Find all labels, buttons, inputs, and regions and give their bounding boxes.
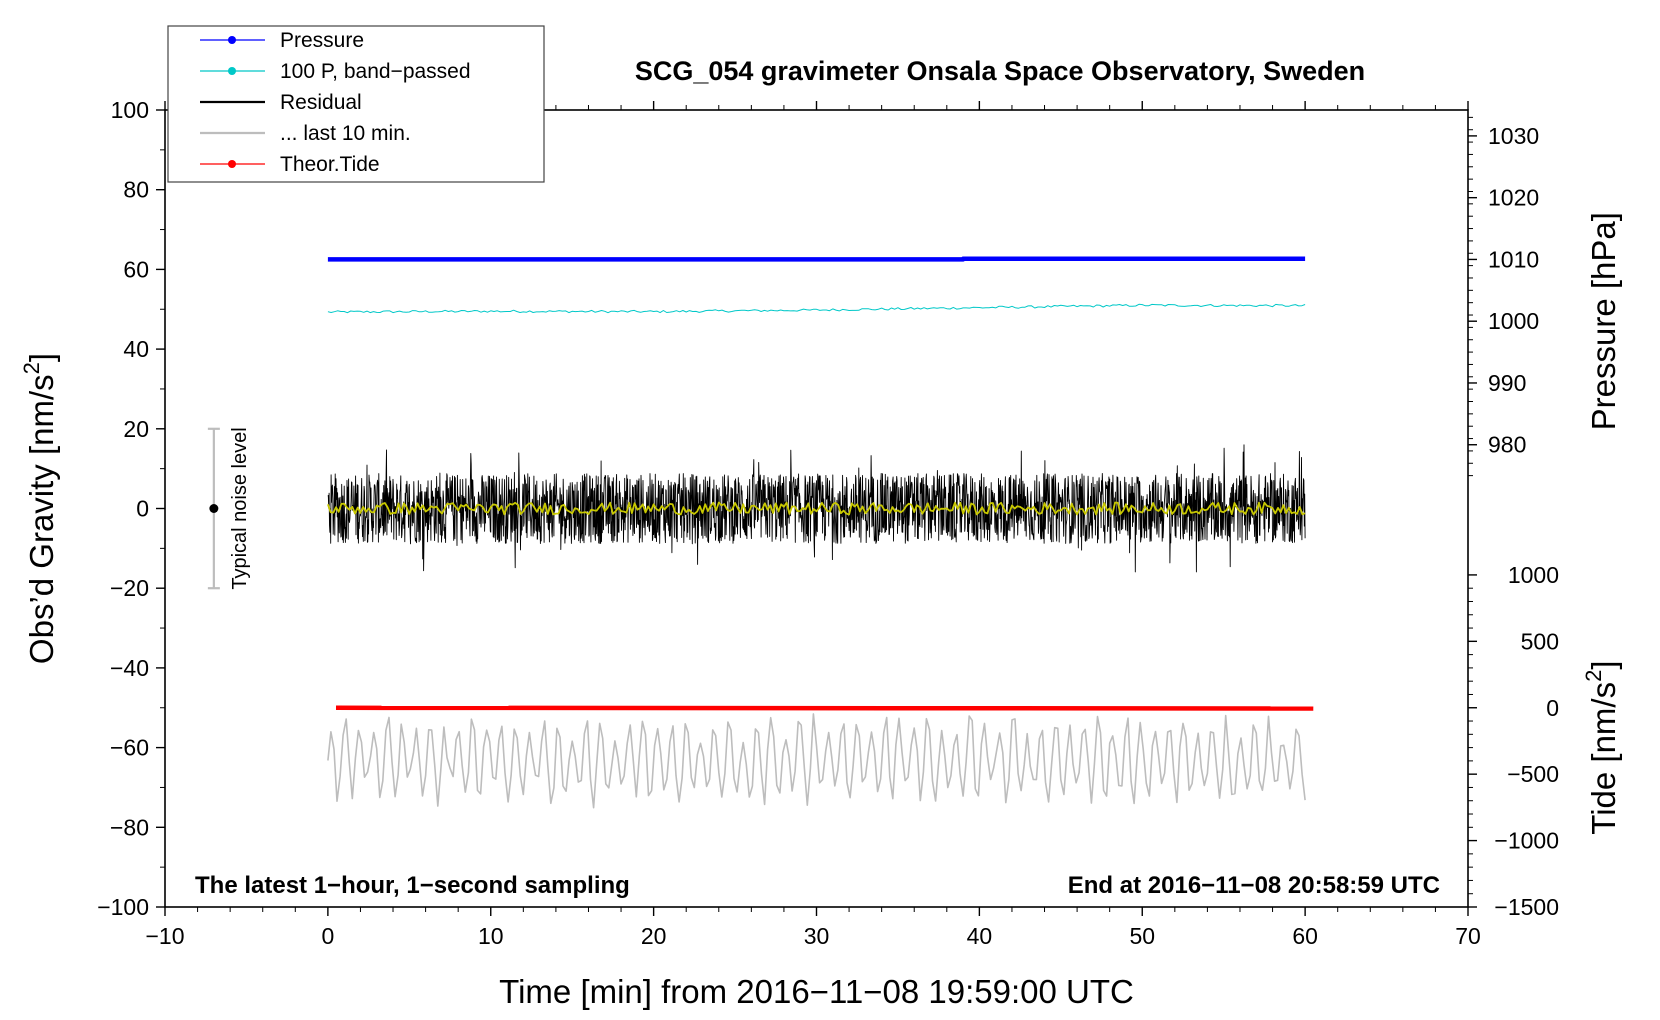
series-pressure: [327, 256, 1306, 262]
y-tide-tick-label: −500: [1507, 761, 1559, 787]
y-left-tick-label: −80: [110, 814, 149, 840]
y-left-tick-label: 80: [123, 177, 149, 203]
legend-marker: [228, 36, 236, 44]
y-tide-tick-label: −1000: [1494, 828, 1559, 854]
y-left-tick-label: 100: [111, 97, 149, 123]
x-axis-title: Time [min] from 2016−11−08 19:59:00 UTC: [499, 973, 1134, 1010]
legend-box: [167, 25, 545, 183]
noise-indicator: Typical noise level: [207, 427, 251, 590]
y-axis-tide-title: Tide [nm/s2]: [1581, 660, 1622, 834]
x-tick-label: 60: [1292, 923, 1318, 949]
y-axis-tide-title-close: ]: [1585, 660, 1622, 669]
y-tide-tick-label: 1000: [1508, 562, 1559, 588]
y-tide-tick-label: −1500: [1494, 894, 1559, 920]
legend-marker: [228, 160, 236, 168]
legend: Pressure 100 P, band−passed Residual ... la…: [167, 25, 545, 183]
annotation-right: End at 2016−11−08 20:58:59 UTC: [1068, 872, 1440, 899]
x-tick-label: 40: [967, 923, 993, 949]
y-tide-tick-label: 0: [1546, 695, 1559, 721]
legend-label: Pressure: [280, 29, 364, 52]
y-pressure-tick-label: 1030: [1488, 123, 1539, 149]
y-left-tick-label: 60: [123, 256, 149, 282]
y-pressure-tick-label: 1020: [1488, 185, 1539, 211]
legend-label: 100 P, band−passed: [280, 60, 471, 83]
y-left-tick-label: 20: [123, 416, 149, 442]
y-axis-pressure-title: Pressure [hPa]: [1585, 212, 1622, 430]
series-last-10-min: [327, 713, 1306, 809]
x-tick-label: 30: [804, 923, 830, 949]
y-axis-tide-title-sup: 2: [1581, 670, 1606, 682]
axes-layer: −10 0 10 20 30 40 50 60 70100806040200−20−40−60−…: [97, 97, 1559, 949]
y-axis-left-title-main: Obs’d Gravity [nm/s: [23, 374, 60, 664]
series-residual-smoothed: [327, 501, 1306, 516]
noise-bar-dot: [209, 504, 219, 513]
noise-bar-label: Typical noise level: [229, 427, 251, 589]
y-axis-left-title-close: ]: [23, 353, 60, 362]
series-theor-tide: [335, 705, 1314, 711]
series-residual: [327, 444, 1306, 573]
y-axis-left-title: Obs’d Gravity [nm/s2]: [19, 353, 60, 664]
x-tick-label: −10: [145, 923, 184, 949]
y-tide-tick-label: 500: [1521, 628, 1559, 654]
y-pressure-tick-label: 990: [1488, 370, 1526, 396]
legend-marker: [228, 67, 236, 75]
chart-title: SCG_054 gravimeter Onsala Space Observat…: [635, 56, 1365, 86]
y-axis-tide-title-main: Tide [nm/s: [1585, 682, 1622, 835]
y-left-tick-label: −40: [110, 655, 149, 681]
x-tick-label: 20: [641, 923, 667, 949]
y-left-tick-label: −100: [97, 894, 149, 920]
series-layer: [327, 256, 1314, 809]
y-pressure-tick-label: 1000: [1488, 308, 1539, 334]
legend-label: Residual: [280, 91, 362, 114]
series-100-p-band-passed: [327, 303, 1306, 314]
legend-label: Theor.Tide: [280, 153, 380, 176]
y-left-tick-label: 0: [136, 496, 149, 522]
y-left-tick-label: −20: [110, 575, 149, 601]
x-tick-label: 10: [478, 923, 504, 949]
y-pressure-tick-label: 980: [1488, 432, 1526, 458]
x-tick-label: 70: [1455, 923, 1481, 949]
x-tick-label: 0: [321, 923, 334, 949]
y-axis-left-title-sup: 2: [19, 362, 44, 374]
y-left-tick-label: 40: [123, 336, 149, 362]
y-pressure-tick-label: 1010: [1488, 246, 1539, 272]
legend-label: ... last 10 min.: [280, 122, 411, 145]
y-left-tick-label: −60: [110, 735, 149, 761]
annotation-left: The latest 1−hour, 1−second sampling: [195, 872, 630, 899]
x-tick-label: 50: [1129, 923, 1155, 949]
